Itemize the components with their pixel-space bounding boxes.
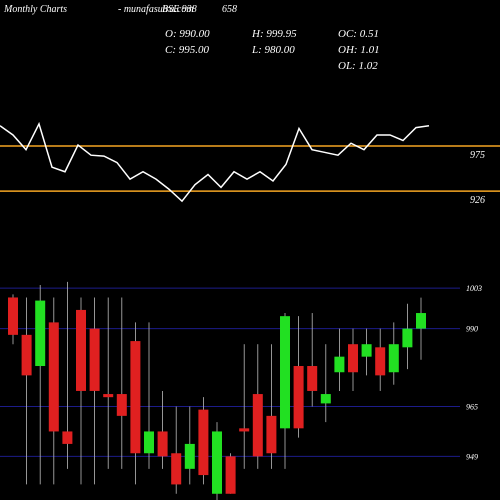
stat: OH: 1.01 [338,44,380,56]
candle-body [130,341,141,454]
price-line [0,121,430,203]
candle-body [103,394,114,398]
stat: O: 990.00 [165,28,210,40]
candle-body [8,297,18,335]
stat-label: OL: [338,60,356,72]
candle-body [62,431,73,444]
candle-body [184,443,195,469]
candle-body [320,394,331,404]
candle-body [280,316,290,429]
candle-body [116,394,127,416]
candle-body [266,415,277,454]
stat-value: 1.02 [358,60,378,72]
stat-value: 0.51 [360,28,379,40]
stat: C: 995.00 [165,44,210,56]
stat: L: 980.00 [251,44,295,56]
stat-value: 999.95 [266,28,297,40]
stat: OL: 1.02 [338,60,378,72]
y-tick-label: 949 [466,452,478,461]
stat-value: 980.00 [265,44,296,56]
candle-body [361,344,372,357]
stat-value: 990.00 [179,28,210,40]
y-tick-label: 965 [466,403,478,412]
candle-body [35,300,46,367]
candle-body [212,431,222,494]
candle-body [388,344,399,373]
title: Monthly Charts [3,4,67,15]
candle-body [252,394,263,457]
stat-label: OC: [338,28,357,40]
y-tick-label: 990 [466,325,478,334]
stat-label: C: [165,44,176,56]
stat-label: OH: [338,44,358,56]
candle-body [334,356,345,373]
y-tick-label: 926 [470,195,485,206]
candle-body [239,428,250,432]
candle-body [225,456,236,494]
site: - munafasutra.com [118,4,194,15]
stat-value: 995.00 [179,44,210,56]
candle-body [402,328,413,348]
y-tick-label: 1003 [466,284,482,293]
candle-body [171,453,182,485]
stat-value: 1.01 [360,44,379,56]
candle-body [157,431,168,457]
symbol: BSE 938 [162,4,197,15]
candle-body [76,309,86,391]
candle-body [48,322,59,432]
stat-label: H: [251,28,264,40]
stat-label: L: [251,44,262,56]
candle-body [293,366,304,429]
candle-body [416,313,426,329]
stat-label: O: [165,28,177,40]
candle-body [307,366,318,391]
candle-body [198,409,209,476]
candle-body [21,334,32,376]
y-tick-label: 975 [470,150,485,161]
stat: OC: 0.51 [338,28,379,40]
stat: H: 999.95 [251,28,297,40]
candle-body [144,431,154,454]
code: 658 [222,4,237,15]
candle-body [89,328,100,391]
candle-body [375,347,386,376]
candle-body [348,344,358,373]
